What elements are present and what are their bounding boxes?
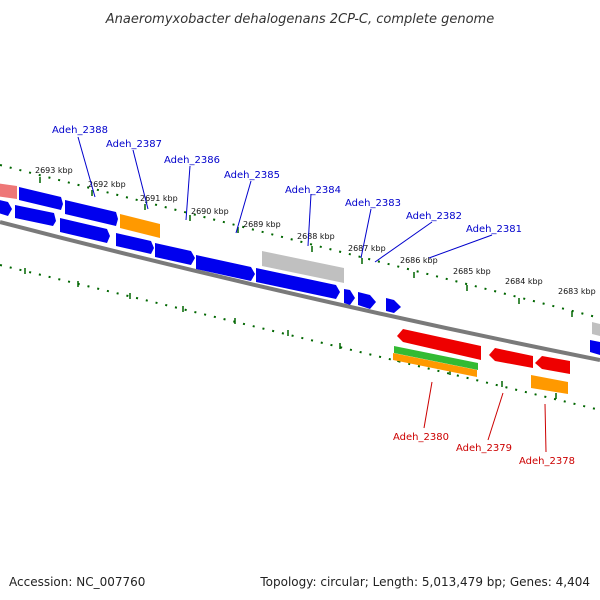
gene-blue[interactable] bbox=[19, 187, 63, 210]
kbp-label: 2688 kbp bbox=[297, 232, 335, 241]
forward-genes-inner[interactable] bbox=[0, 199, 600, 355]
map-title: Anaeromyxobacter dehalogenans 2CP-C, com… bbox=[105, 12, 494, 27]
gene-blue[interactable] bbox=[65, 200, 118, 226]
outer-major-ticks bbox=[39, 177, 573, 317]
gene-pink[interactable] bbox=[0, 183, 17, 199]
gene-grey[interactable] bbox=[592, 322, 600, 336]
gene-label-adeh-2378[interactable]: Adeh_2378 bbox=[519, 456, 575, 467]
genome-backbone bbox=[0, 220, 600, 362]
forward-genes-outer[interactable] bbox=[0, 183, 600, 336]
kbp-label: 2690 kbp bbox=[191, 207, 229, 216]
kbp-label: 2686 kbp bbox=[400, 256, 438, 265]
gene-orange[interactable] bbox=[393, 353, 477, 377]
kbp-label: 2691 kbp bbox=[140, 194, 178, 203]
gene-label-adeh-2380[interactable]: Adeh_2380 bbox=[393, 432, 449, 443]
gene-orange[interactable] bbox=[120, 214, 160, 238]
gene-label-adeh-2388[interactable]: Adeh_2388 bbox=[52, 125, 108, 136]
gene-blue[interactable] bbox=[386, 298, 401, 313]
gene-blue[interactable] bbox=[196, 255, 255, 281]
kbp-label: 2683 kbp bbox=[558, 287, 596, 296]
gene-grey[interactable] bbox=[262, 251, 344, 283]
gene-orange[interactable] bbox=[531, 375, 568, 394]
gene-blue[interactable] bbox=[358, 292, 376, 309]
reverse-genes[interactable] bbox=[393, 329, 570, 394]
gene-red[interactable] bbox=[397, 329, 481, 360]
gene-blue[interactable] bbox=[0, 199, 12, 216]
gene-label-adeh-2384[interactable]: Adeh_2384 bbox=[285, 185, 341, 196]
gene-blue[interactable] bbox=[590, 340, 600, 355]
gene-blue[interactable] bbox=[344, 289, 355, 305]
genome-summary-text: Topology: circular; Length: 5,013,479 bp… bbox=[259, 575, 590, 589]
gene-label-adeh-2385[interactable]: Adeh_2385 bbox=[224, 170, 280, 181]
forward-gene-labels: Adeh_2388 Adeh_2387 Adeh_2386 Adeh_2385 … bbox=[52, 125, 522, 235]
kbp-label: 2687 kbp bbox=[348, 244, 386, 253]
gene-label-adeh-2387[interactable]: Adeh_2387 bbox=[106, 139, 162, 150]
gene-blue[interactable] bbox=[116, 233, 154, 254]
gene-blue[interactable] bbox=[256, 268, 340, 299]
gene-label-adeh-2382[interactable]: Adeh_2382 bbox=[406, 211, 462, 222]
kbp-labels: 2693 kbp 2692 kbp 2691 kbp 2690 kbp 2689… bbox=[35, 166, 596, 296]
kbp-label: 2689 kbp bbox=[243, 220, 281, 229]
gene-blue[interactable] bbox=[155, 243, 195, 265]
kbp-label: 2693 kbp bbox=[35, 166, 73, 175]
gene-label-adeh-2381[interactable]: Adeh_2381 bbox=[466, 224, 522, 235]
gene-red[interactable] bbox=[489, 348, 533, 368]
gene-label-adeh-2379[interactable]: Adeh_2379 bbox=[456, 443, 512, 454]
gene-label-adeh-2386[interactable]: Adeh_2386 bbox=[164, 155, 220, 166]
forward-label-leaders bbox=[77, 136, 493, 263]
accession-text: Accession: NC_007760 bbox=[9, 575, 145, 589]
gene-green[interactable] bbox=[394, 346, 478, 370]
reverse-gene-labels: Adeh_2380 Adeh_2379 Adeh_2378 bbox=[393, 432, 575, 467]
gene-blue[interactable] bbox=[15, 205, 56, 226]
kbp-label: 2685 kbp bbox=[453, 267, 491, 276]
kbp-label: 2684 kbp bbox=[505, 277, 543, 286]
gene-label-adeh-2383[interactable]: Adeh_2383 bbox=[345, 198, 401, 209]
kbp-label: 2692 kbp bbox=[88, 180, 126, 189]
gene-blue[interactable] bbox=[60, 218, 110, 243]
gene-red[interactable] bbox=[535, 356, 570, 374]
reverse-label-leaders bbox=[423, 381, 547, 453]
